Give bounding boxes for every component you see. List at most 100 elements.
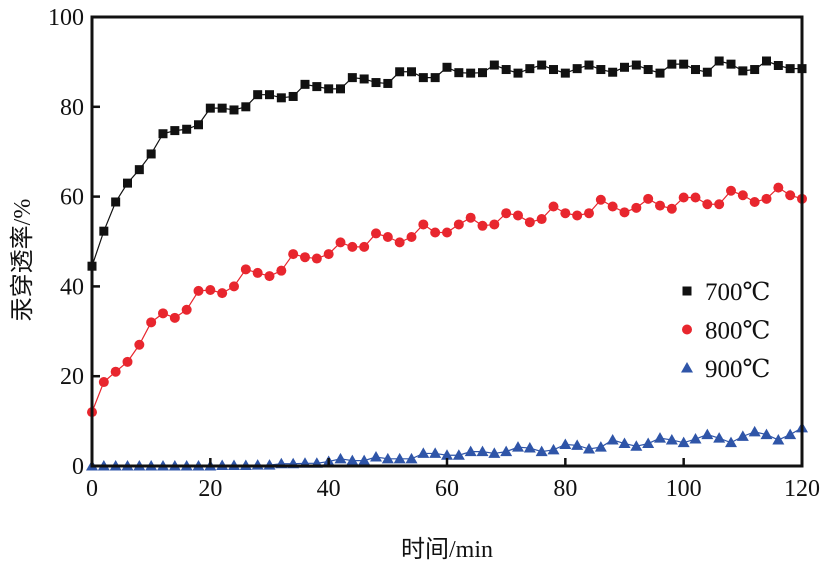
data-point bbox=[785, 64, 795, 74]
data-point bbox=[370, 451, 382, 462]
data-point bbox=[584, 60, 594, 70]
data-point bbox=[418, 219, 429, 230]
data-point bbox=[667, 59, 677, 69]
data-point bbox=[560, 68, 570, 78]
data-point bbox=[714, 199, 725, 210]
data-point bbox=[513, 68, 523, 78]
data-point bbox=[217, 288, 228, 299]
data-point bbox=[371, 78, 381, 88]
data-point bbox=[666, 203, 677, 214]
data-point bbox=[205, 284, 216, 295]
x-tick-label: 80 bbox=[553, 476, 577, 502]
data-point bbox=[536, 214, 547, 225]
data-point bbox=[264, 271, 275, 282]
data-point bbox=[265, 90, 274, 100]
data-point bbox=[146, 149, 156, 159]
data-point bbox=[453, 219, 464, 230]
legend-item: 800℃ bbox=[682, 318, 770, 345]
data-point bbox=[643, 193, 654, 204]
data-point bbox=[346, 454, 359, 466]
data-point bbox=[607, 201, 618, 212]
data-point bbox=[288, 91, 298, 101]
y-tick-label: 100 bbox=[48, 5, 84, 31]
x-axis-label: 时间/min bbox=[401, 536, 493, 563]
data-point bbox=[691, 65, 700, 75]
data-point bbox=[537, 60, 547, 70]
data-point bbox=[406, 232, 417, 243]
data-point bbox=[334, 452, 347, 464]
data-point bbox=[193, 285, 204, 296]
x-tick-label: 120 bbox=[784, 476, 820, 502]
data-point bbox=[714, 56, 724, 66]
data-point bbox=[654, 432, 666, 443]
data-point bbox=[560, 208, 571, 219]
data-point bbox=[323, 249, 334, 260]
data-point bbox=[229, 105, 239, 115]
data-point bbox=[381, 452, 394, 464]
data-point bbox=[276, 265, 287, 276]
data-point bbox=[750, 65, 760, 75]
legend-marker bbox=[681, 362, 693, 373]
axis-ticks: 0 20 40 60 80 100 120 0 20 40 60 80 100 bbox=[48, 5, 820, 502]
data-point bbox=[631, 60, 641, 70]
data-point bbox=[678, 192, 689, 203]
series-1 bbox=[87, 182, 807, 418]
data-point bbox=[442, 227, 452, 238]
data-point bbox=[572, 64, 582, 74]
data-point bbox=[169, 312, 180, 323]
legend-marker bbox=[682, 286, 692, 296]
data-point bbox=[701, 428, 714, 440]
data-point bbox=[737, 190, 748, 201]
data-point bbox=[99, 226, 109, 236]
data-point bbox=[240, 264, 251, 275]
data-point bbox=[572, 210, 583, 221]
series-0 bbox=[87, 56, 807, 271]
legend-marker bbox=[682, 324, 692, 335]
data-point bbox=[347, 73, 357, 83]
data-point bbox=[489, 219, 500, 230]
data-point bbox=[347, 241, 358, 252]
data-point bbox=[618, 437, 631, 449]
y-tick-label: 40 bbox=[60, 274, 84, 300]
data-point bbox=[501, 208, 512, 219]
data-point bbox=[134, 165, 144, 175]
data-point bbox=[288, 249, 299, 260]
data-point bbox=[478, 68, 487, 78]
data-point bbox=[738, 66, 748, 76]
data-point bbox=[441, 449, 453, 460]
data-point bbox=[452, 449, 465, 460]
data-point bbox=[619, 207, 630, 218]
data-point bbox=[383, 78, 393, 88]
data-point bbox=[359, 241, 370, 252]
data-point bbox=[417, 447, 430, 458]
data-point bbox=[500, 445, 513, 457]
data-point bbox=[748, 425, 761, 437]
data-point bbox=[725, 436, 737, 448]
data-point bbox=[394, 237, 405, 248]
data-point bbox=[773, 182, 784, 193]
data-point bbox=[217, 103, 227, 113]
data-point bbox=[158, 308, 168, 319]
data-point bbox=[253, 90, 263, 100]
legend-label: 700℃ bbox=[705, 279, 770, 306]
data-point bbox=[98, 377, 109, 388]
x-tick-label: 0 bbox=[86, 476, 98, 502]
data-point bbox=[772, 433, 785, 445]
legend-label: 900℃ bbox=[705, 356, 770, 383]
data-point bbox=[205, 103, 215, 113]
data-point bbox=[430, 227, 441, 238]
data-point bbox=[512, 441, 524, 452]
data-point bbox=[608, 67, 618, 77]
data-point bbox=[762, 56, 771, 66]
series-line bbox=[91, 186, 803, 413]
data-point bbox=[336, 84, 345, 94]
data-point bbox=[525, 64, 535, 74]
data-point bbox=[359, 74, 369, 84]
series-layer bbox=[86, 56, 808, 471]
data-point bbox=[110, 366, 121, 377]
data-point bbox=[643, 65, 653, 75]
data-point bbox=[642, 437, 655, 449]
data-point bbox=[393, 452, 406, 464]
data-point bbox=[170, 126, 180, 136]
